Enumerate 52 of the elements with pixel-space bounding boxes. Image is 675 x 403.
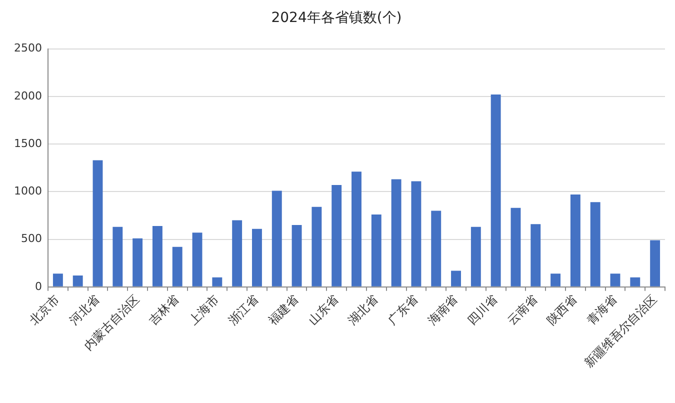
bar (451, 270, 461, 286)
bar (411, 181, 422, 286)
bar (490, 94, 501, 286)
bar (92, 160, 103, 286)
x-tick-label: 湖北省 (345, 292, 381, 328)
bar (312, 206, 322, 286)
bar (132, 238, 143, 286)
x-tick-label: 海南省 (424, 292, 460, 328)
x-tick-label: 上海市 (186, 292, 222, 328)
x-tick-label: 浙江省 (226, 292, 262, 328)
bar (72, 276, 83, 286)
y-tick-label: 2500 (14, 42, 42, 55)
bar (272, 190, 282, 286)
bar (152, 226, 162, 286)
x-tick-label: 青海省 (584, 292, 620, 328)
bar (371, 214, 382, 286)
bar (232, 220, 242, 286)
x-tick-label: 陕西省 (544, 292, 580, 328)
x-tick-label: 山东省 (306, 292, 341, 328)
bar (391, 179, 402, 286)
bar (52, 274, 63, 286)
x-tick-label: 云南省 (504, 292, 540, 328)
bar (172, 246, 182, 286)
y-tick-label: 2000 (14, 89, 42, 102)
bar (510, 208, 521, 286)
bar (431, 210, 442, 286)
x-tick-label: 广东省 (385, 292, 421, 328)
bar (650, 240, 660, 286)
bar (212, 277, 222, 286)
bar (292, 225, 302, 286)
bar (630, 277, 640, 286)
bar (530, 224, 541, 286)
bar (610, 274, 620, 286)
bar (112, 226, 123, 286)
bar (352, 172, 362, 286)
bar (550, 274, 561, 286)
bar (470, 226, 481, 286)
bar (252, 228, 262, 286)
bar (590, 202, 600, 286)
y-tick-label: 500 (20, 232, 42, 246)
y-tick-label: 0 (34, 280, 42, 293)
bar (332, 185, 342, 286)
x-tick-label: 四川省 (464, 292, 500, 328)
x-tick-label: 吉林省 (146, 292, 182, 328)
bar (192, 232, 202, 286)
bar (570, 194, 580, 286)
chart-title: 2024年各省镇数(个) (271, 10, 402, 26)
x-tick-label: 福建省 (266, 292, 302, 328)
y-tick-label: 1500 (14, 136, 42, 150)
x-tick-label: 北京市 (26, 292, 62, 328)
y-tick-label: 1000 (14, 184, 42, 198)
x-tick-label: 河北省 (66, 292, 102, 328)
